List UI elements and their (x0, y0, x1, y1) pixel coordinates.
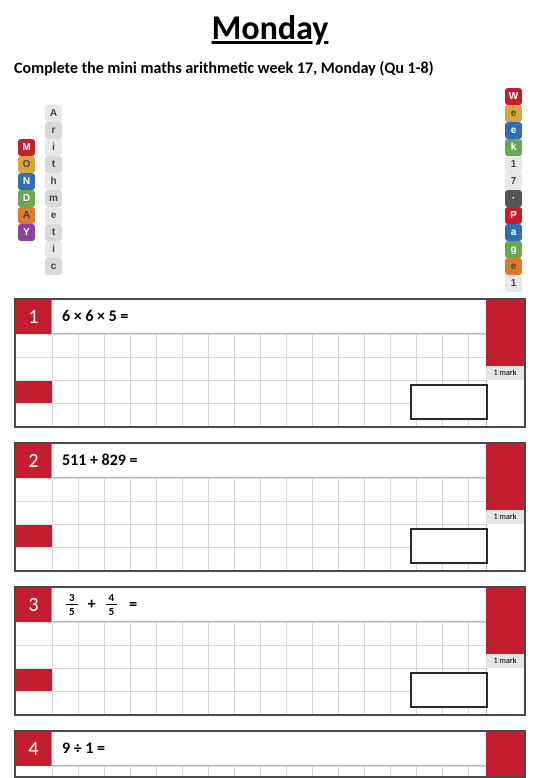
header-badge: k (505, 139, 522, 156)
left-band (16, 334, 52, 426)
header-badge: A (45, 105, 62, 122)
header-badge: 7 (505, 173, 522, 190)
mark-label: 1 mark (486, 654, 524, 668)
mark-column (486, 766, 524, 776)
header-badge: O (18, 156, 35, 173)
header-badge: a (505, 224, 522, 241)
question-block: 335 + 45 = 1 mark (14, 586, 526, 716)
header-badge: c (45, 258, 62, 275)
page-subtitle: Complete the mini maths arithmetic week … (14, 59, 526, 78)
header-badge: W (505, 88, 522, 105)
header-badge: i (45, 241, 62, 258)
question-text: 511 + 829 = (52, 444, 486, 478)
question-block: 16 × 6 × 5 = 1 mark (14, 298, 526, 428)
header-badge: e (505, 122, 522, 139)
mark-column: 1 mark (486, 622, 524, 714)
left-band (16, 766, 52, 776)
question-block: 2511 + 829 = 1 mark (14, 442, 526, 572)
header-badge: t (45, 224, 62, 241)
working-grid[interactable] (52, 766, 486, 776)
header-badge: e (505, 105, 522, 122)
header-badge: h (45, 173, 62, 190)
question-text: 6 × 6 × 5 = (52, 300, 486, 334)
header-badge: r (45, 122, 62, 139)
header-badge: e (45, 207, 62, 224)
header-badges: MONDAY Arithmetic Week17·Page1 (14, 88, 526, 292)
header-badge: 1 (505, 275, 522, 292)
left-band (16, 478, 52, 570)
header-badge: e (505, 258, 522, 275)
header-badge: A (18, 207, 35, 224)
header-badge: t (45, 156, 62, 173)
right-accent (486, 732, 524, 766)
question-number: 2 (16, 444, 52, 478)
answer-box[interactable] (410, 384, 488, 420)
header-badge: P (505, 207, 522, 224)
header-badge: N (18, 173, 35, 190)
mark-label: 1 mark (486, 510, 524, 524)
answer-box[interactable] (410, 672, 488, 708)
mark-column: 1 mark (486, 334, 524, 426)
answer-box[interactable] (410, 528, 488, 564)
question-text: 9 ÷ 1 = (52, 732, 486, 766)
header-badge: g (505, 241, 522, 258)
header-badge: M (18, 139, 35, 156)
question-number: 3 (16, 588, 52, 622)
mark-label: 1 mark (486, 366, 524, 380)
header-badge: 1 (505, 156, 522, 173)
page-title: Monday (14, 8, 526, 49)
header-badge: Y (18, 224, 35, 241)
right-accent (486, 300, 524, 334)
left-band (16, 622, 52, 714)
header-badge: m (45, 190, 62, 207)
question-text: 35 + 45 = (52, 588, 486, 622)
question-number: 4 (16, 732, 52, 766)
header-badge: D (18, 190, 35, 207)
mark-column: 1 mark (486, 478, 524, 570)
right-accent (486, 444, 524, 478)
question-block: 49 ÷ 1 = (14, 730, 526, 778)
question-number: 1 (16, 300, 52, 334)
header-badge: · (505, 190, 522, 207)
right-accent (486, 588, 524, 622)
header-badge: i (45, 139, 62, 156)
